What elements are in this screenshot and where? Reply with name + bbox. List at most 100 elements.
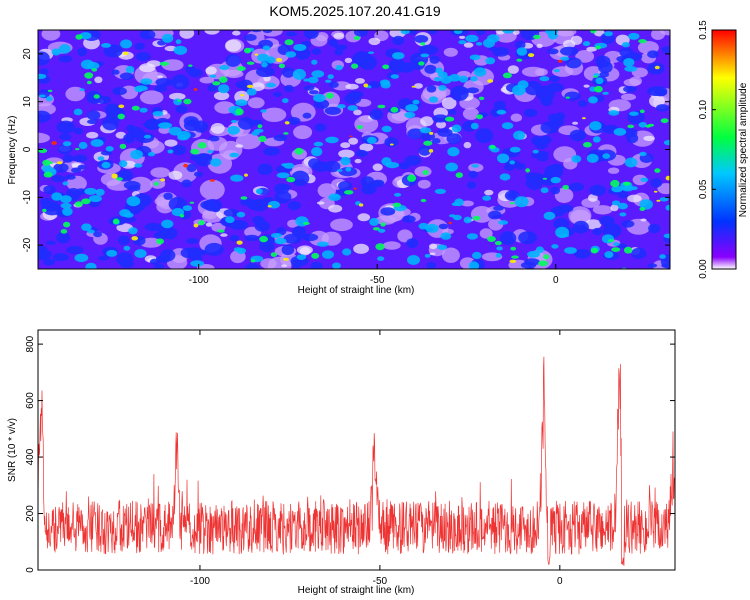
heatmap-cell xyxy=(311,70,325,78)
heatmap-cell xyxy=(153,231,169,239)
heatmap-cell xyxy=(589,184,606,196)
heatmap-cell xyxy=(573,249,591,259)
heatmap-cell xyxy=(171,74,190,90)
heatmap-cell xyxy=(225,54,241,67)
heatmap-cell xyxy=(325,79,332,83)
colorbar-label: Normalized spectral amplitude xyxy=(738,82,749,217)
heatmap-cell xyxy=(81,223,92,231)
heatmap-cell xyxy=(380,222,386,227)
heatmap-cell xyxy=(90,139,104,147)
heatmap-cell xyxy=(607,239,615,243)
heatmap-cell xyxy=(119,143,127,150)
heatmap-cell xyxy=(372,163,383,171)
heatmap-cell xyxy=(117,113,125,120)
heatmap-cell xyxy=(496,246,503,251)
heatmap-cell xyxy=(498,220,509,225)
heatmap-cell xyxy=(493,100,506,110)
heatmap-cell xyxy=(440,232,452,240)
heatmap-cell xyxy=(139,107,148,113)
heatmap-cell xyxy=(218,84,230,94)
heatmap-cell xyxy=(125,65,135,74)
heatmap-cell xyxy=(507,192,517,199)
heatmap-cell xyxy=(562,185,569,190)
heatmap-cell xyxy=(312,161,330,173)
heatmap-cell xyxy=(260,109,267,113)
heatmap-cell xyxy=(595,45,602,50)
heatmap-cell xyxy=(246,201,260,208)
heatmap-cell xyxy=(75,188,87,195)
heatmap-cell xyxy=(244,34,257,41)
heatmap-cell xyxy=(128,185,141,192)
heatmap-cell xyxy=(623,127,638,138)
heatmap-cell xyxy=(438,84,447,91)
heatmap-cell xyxy=(235,144,244,148)
heatmap-cell xyxy=(87,119,98,125)
heatmap-cell xyxy=(45,96,53,102)
heatmap-cell xyxy=(420,42,426,46)
heatmap-cell xyxy=(540,121,560,134)
heatmap-cell xyxy=(404,155,422,166)
heatmap-cell xyxy=(539,135,552,145)
heatmap-cell xyxy=(651,30,665,40)
heatmap-cell xyxy=(660,118,669,124)
heatmap-cell xyxy=(51,192,63,201)
heatmap-cell xyxy=(601,234,615,244)
heatmap-cell xyxy=(62,181,69,186)
heatmap-cell xyxy=(251,30,261,33)
heatmap-cell xyxy=(56,232,70,244)
heatmap-cell xyxy=(427,30,438,35)
heatmap-cell xyxy=(453,30,463,35)
heatmap-cell xyxy=(304,85,315,91)
y-tick-label: 600 xyxy=(25,392,36,409)
heatmap-cell xyxy=(154,85,167,92)
heatmap-cell xyxy=(573,220,589,234)
heatmap-cell xyxy=(455,172,463,178)
heatmap-cell xyxy=(392,35,405,46)
heatmap-cell xyxy=(452,214,462,221)
heatmap-cell xyxy=(503,163,515,172)
heatmap-cell xyxy=(284,39,294,46)
heatmap-cell xyxy=(147,152,156,157)
heatmap-cell xyxy=(123,245,131,251)
heatmap-cell xyxy=(501,122,514,130)
snr-y-axis: 0 200 400 600 800 xyxy=(25,335,675,573)
heatmap-cell xyxy=(235,99,248,106)
heatmap-cell xyxy=(254,220,271,232)
heatmap-cell xyxy=(316,201,325,205)
heatmap-cell xyxy=(185,65,196,74)
heatmap-cell xyxy=(414,35,429,43)
heatmap-x-axis-title: Height of straight line (km) xyxy=(298,285,415,296)
heatmap-cell xyxy=(535,246,544,253)
heatmap-cell xyxy=(564,91,581,101)
heatmap-cell xyxy=(283,257,289,261)
heatmap-cell xyxy=(337,104,346,109)
heatmap-cell xyxy=(205,66,217,75)
heatmap-cell xyxy=(565,57,582,69)
heatmap-cell xyxy=(259,240,275,253)
heatmap-cell xyxy=(661,46,670,54)
heatmap-cell xyxy=(618,202,628,210)
x-tick-label: 0 xyxy=(553,275,559,286)
heatmap-cell xyxy=(451,124,462,133)
snr-series-line xyxy=(38,356,675,566)
heatmap-cell xyxy=(128,227,138,235)
heatmap-cell xyxy=(310,261,323,269)
heatmap-cell xyxy=(281,264,288,268)
heatmap-cell xyxy=(355,78,365,84)
heatmap-cell xyxy=(52,253,69,262)
heatmap-cell xyxy=(653,190,658,193)
heatmap-cell xyxy=(213,91,230,101)
heatmap-cell xyxy=(494,241,502,246)
heatmap-cell xyxy=(51,175,65,183)
heatmap-cell xyxy=(516,58,523,62)
heatmap-cell xyxy=(237,117,255,130)
snr-y-axis-title: SNR (10 * v/v) xyxy=(7,418,18,482)
heatmap-cell xyxy=(62,207,73,216)
heatmap-cell xyxy=(407,128,424,140)
heatmap-cell xyxy=(594,85,603,93)
heatmap-cell xyxy=(378,228,386,233)
heatmap-cell xyxy=(64,174,76,180)
heatmap-cell xyxy=(406,238,419,249)
heatmap-cell xyxy=(311,147,323,157)
heatmap-cell xyxy=(71,167,82,173)
